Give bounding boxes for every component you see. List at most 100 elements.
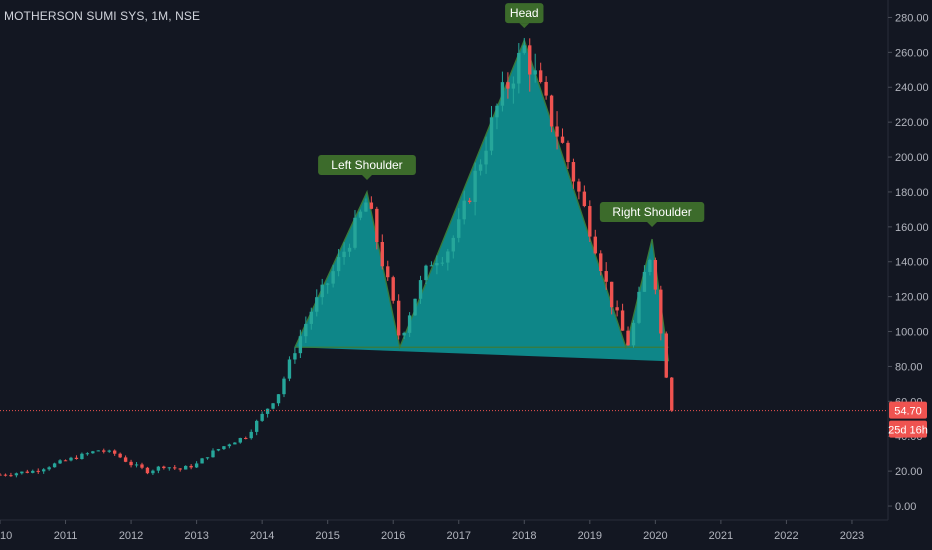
candle-body xyxy=(167,467,171,469)
candle-body xyxy=(440,262,445,264)
candle-body xyxy=(31,470,35,473)
candle-body xyxy=(413,298,417,316)
candle-body xyxy=(233,442,237,445)
candle-body xyxy=(156,466,161,471)
candle-body xyxy=(386,266,390,278)
candle-body xyxy=(478,164,483,171)
candle-body xyxy=(506,82,510,89)
candle-body xyxy=(325,283,330,285)
candle-body xyxy=(227,444,232,447)
candle-body xyxy=(566,142,570,163)
pattern-label-pointer xyxy=(647,222,658,228)
candle-body xyxy=(342,251,346,258)
candle-body xyxy=(287,359,292,379)
countdown-tag xyxy=(889,420,927,438)
candle-body xyxy=(47,467,51,470)
candle-body xyxy=(664,333,668,378)
candle-body xyxy=(517,52,521,84)
x-tick-label: 2014 xyxy=(250,530,274,542)
candle-body xyxy=(402,332,406,336)
candle-body xyxy=(151,470,155,474)
candle-body xyxy=(429,265,434,267)
candle-body xyxy=(41,469,46,472)
candle-body xyxy=(205,457,210,459)
candle-body xyxy=(637,291,641,323)
x-tick-label: 2018 xyxy=(512,530,536,542)
y-tick-label: 140.00 xyxy=(895,257,929,269)
candle-body xyxy=(369,202,374,209)
pattern-label-box xyxy=(505,3,544,24)
candle-body xyxy=(396,300,401,336)
candle-body xyxy=(85,453,90,455)
current-price-label: 54.70 xyxy=(894,406,922,418)
candle-body xyxy=(484,150,488,165)
x-tick-label: 2019 xyxy=(578,530,602,542)
candle-body xyxy=(451,237,455,252)
candle-body xyxy=(648,260,652,272)
pattern-label: Head xyxy=(510,6,539,20)
candle-body xyxy=(418,280,423,299)
candle-body xyxy=(145,467,150,474)
candle-body xyxy=(118,453,122,458)
candle-body xyxy=(446,251,450,263)
candle-body xyxy=(609,281,614,308)
candle-body xyxy=(265,408,270,414)
candle-body xyxy=(304,323,308,337)
candle-body xyxy=(293,353,297,360)
x-tick-label: 2022 xyxy=(774,530,798,542)
candle-body xyxy=(320,284,324,298)
pattern-label-box xyxy=(599,202,705,223)
candle-body xyxy=(549,95,554,127)
candle-body xyxy=(358,211,363,218)
candle-body xyxy=(183,465,188,470)
candle-body xyxy=(244,437,248,439)
candle-body xyxy=(107,450,111,452)
candle-body xyxy=(620,310,625,331)
candle-body xyxy=(162,466,166,469)
candle-body xyxy=(599,253,603,272)
y-tick-label: 280.00 xyxy=(895,12,929,24)
candle-body xyxy=(347,247,352,252)
candle-body xyxy=(577,181,581,192)
candle-body xyxy=(254,420,259,432)
pattern-label-pointer xyxy=(519,23,530,29)
candle-body xyxy=(336,257,341,272)
candle-body xyxy=(424,265,428,281)
candle-body xyxy=(653,260,658,290)
candle-body xyxy=(544,81,548,96)
candle-body xyxy=(315,297,319,312)
current-price-tag xyxy=(889,401,927,419)
candle-body xyxy=(216,449,221,451)
candle-body xyxy=(467,200,472,202)
candle-body xyxy=(129,461,133,466)
candle-body xyxy=(555,126,559,137)
candle-body xyxy=(178,468,182,470)
candle-body xyxy=(500,82,505,106)
candle-body xyxy=(194,463,199,468)
x-tick-label: 2011 xyxy=(54,530,78,542)
candle-body xyxy=(522,45,526,53)
candle-body xyxy=(52,463,57,468)
candle-body xyxy=(91,451,95,454)
candle-body xyxy=(123,457,128,462)
y-tick-label: 240.00 xyxy=(895,82,929,94)
x-tick-label: 2015 xyxy=(315,530,339,542)
candle-body xyxy=(495,105,499,118)
y-tick-label: 180.00 xyxy=(895,187,929,199)
candle-body xyxy=(189,465,193,468)
candle-body xyxy=(112,450,117,454)
candle-body xyxy=(36,470,40,472)
x-tick-label: 2021 xyxy=(709,530,733,542)
candle-body xyxy=(631,322,636,346)
candle-body xyxy=(0,474,2,476)
candle-body xyxy=(80,453,84,460)
candle-body xyxy=(69,457,73,461)
x-tick-label: 2023 xyxy=(840,530,864,542)
candle-body xyxy=(238,437,242,443)
pattern-label: Left Shoulder xyxy=(331,158,402,172)
candle-body xyxy=(3,474,8,476)
x-tick-label: 2012 xyxy=(119,530,143,542)
candle-body xyxy=(659,289,663,334)
